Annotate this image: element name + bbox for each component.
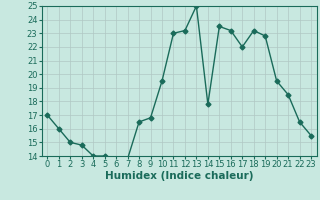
X-axis label: Humidex (Indice chaleur): Humidex (Indice chaleur) — [105, 171, 253, 181]
